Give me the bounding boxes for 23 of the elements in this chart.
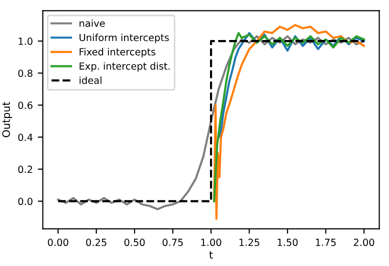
x-tick-label: 1.25 [240,238,260,246]
y-tick-label: 1.0 [18,38,32,45]
y-tick-label: 0.4 [18,134,33,141]
legend-label: Fixed intercepts [80,48,156,58]
x-tick-label: 1.75 [316,238,336,246]
legend-label: Uniform intercepts [80,34,169,44]
x-tick-label: 0.25 [86,238,106,246]
y-axis-title: Output [2,102,12,138]
x-tick-label: 2.00 [354,238,374,246]
y-tick-label: 0.8 [18,70,32,77]
y-tick-label: 0.0 [18,198,32,206]
x-tick-label: 0.50 [124,238,145,246]
x-tick-label: 0.00 [48,238,68,246]
x-axis-title: t [209,251,213,259]
y-tick-label: 0.6 [18,102,32,109]
legend-label: ideal [80,76,102,84]
legend-label: Exp. intercept dist. [80,62,170,72]
x-tick-label: 1.50 [278,238,298,246]
legend-label: naive [80,19,105,27]
y-tick-label: 0.2 [18,166,32,174]
x-tick-label: 1.00 [201,238,222,246]
line-series [219,32,366,138]
x-tick-label: 0.75 [162,238,183,246]
